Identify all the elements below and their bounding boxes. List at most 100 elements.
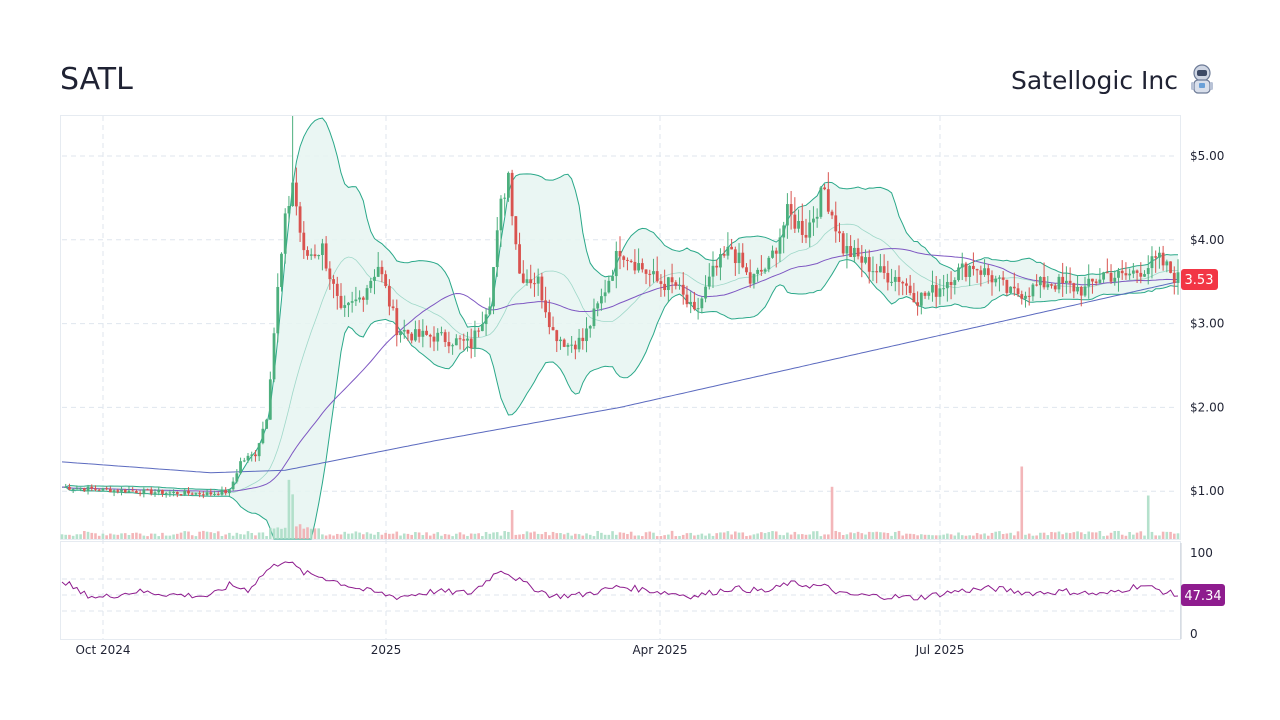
candle-body (94, 488, 97, 490)
candle-body (131, 490, 135, 492)
candle-body (945, 281, 949, 289)
candle-body (547, 312, 551, 328)
volume-bar (484, 531, 488, 539)
candle-body (391, 306, 395, 309)
candle-body (1020, 294, 1024, 299)
volume-bar (592, 536, 596, 539)
y-tick-label: $5.00 (1190, 149, 1224, 163)
volume-bar (384, 532, 387, 539)
candle-body (845, 246, 849, 254)
volume-bar (827, 534, 830, 539)
candle-body (239, 461, 242, 474)
candle-body (161, 489, 164, 494)
volume-bar (737, 532, 741, 539)
candle-body (559, 339, 562, 342)
volume-bar (86, 531, 90, 539)
volume-bar (771, 531, 774, 539)
candle-body (905, 283, 908, 286)
volume-bar (83, 530, 86, 539)
volume-bar (302, 528, 306, 539)
candle-body (551, 327, 555, 331)
volume-bar (1124, 535, 1128, 539)
volume-bar (198, 531, 201, 539)
volume-bar (689, 532, 692, 539)
candle-body (257, 443, 261, 457)
candle-body (919, 292, 923, 306)
volume-bar (529, 532, 533, 539)
volume-bar (637, 535, 640, 539)
candle-body (268, 379, 272, 420)
volume-bar (964, 535, 968, 539)
candle-body (1050, 284, 1053, 286)
candle-body (90, 486, 94, 489)
candle-body (979, 270, 983, 275)
volume-bar (228, 532, 231, 539)
volume-bar (588, 534, 592, 539)
volume-bar (417, 532, 421, 539)
candle-body (875, 271, 879, 273)
candle-body (205, 492, 209, 496)
x-tick-label: Apr 2025 (632, 643, 687, 657)
candle-body (135, 491, 138, 493)
volume-bar (559, 533, 562, 539)
volume-bar (1083, 534, 1087, 539)
candle-body (912, 292, 916, 303)
candle-body (343, 305, 347, 308)
volume-bar (644, 532, 648, 539)
volume-bar (700, 533, 704, 539)
candle-body (1109, 272, 1113, 282)
candle-body (462, 339, 466, 341)
candle-body (752, 273, 756, 284)
candle-body (719, 254, 722, 268)
volume-bar (1165, 531, 1169, 539)
volume-bar (1046, 535, 1050, 539)
volume-bar (510, 510, 514, 539)
candle-body (1072, 283, 1076, 292)
candle-body (510, 172, 514, 217)
volume-bar (1009, 532, 1012, 539)
candle-body (793, 214, 797, 229)
candle-body (804, 234, 808, 238)
candle-body (540, 276, 544, 301)
candle-body (1161, 252, 1165, 266)
candle-body (931, 284, 934, 293)
volume-bar (990, 532, 994, 539)
volume-bar (1120, 534, 1124, 539)
candle-body (800, 220, 804, 235)
volume-bar (358, 532, 361, 539)
volume-bar (436, 532, 440, 539)
candle-body (294, 182, 298, 207)
candle-body (1128, 273, 1132, 276)
astronaut-robot-icon (1191, 64, 1213, 94)
candle-body (283, 213, 287, 254)
candle-body (1031, 284, 1035, 297)
x-tick-label: Oct 2024 (75, 643, 130, 657)
candle-body (600, 296, 603, 304)
volume-bar (242, 534, 246, 539)
candle-body (830, 211, 834, 216)
volume-bar (1072, 532, 1076, 539)
candle-body (596, 303, 600, 309)
candle-body (179, 494, 183, 496)
candle-body (685, 294, 689, 305)
volume-bar (261, 532, 265, 539)
volume-bar (722, 532, 726, 539)
candle-body (923, 292, 927, 296)
candle-body (280, 253, 283, 287)
volume-bar (187, 531, 190, 539)
candle-body (1094, 281, 1098, 283)
candle-body (860, 256, 864, 263)
candle-body (678, 284, 681, 286)
candle-body (1131, 270, 1135, 274)
volume-bar (376, 532, 380, 539)
candle-body (756, 269, 760, 274)
candle-body (302, 232, 306, 251)
candle-body (254, 454, 257, 457)
candle-body (373, 276, 376, 281)
candle-body (759, 269, 763, 272)
candle-body (607, 280, 611, 293)
candle-body (1124, 273, 1128, 276)
candle-body (298, 206, 302, 233)
candle-body (998, 277, 1001, 279)
candle-body (856, 247, 860, 257)
